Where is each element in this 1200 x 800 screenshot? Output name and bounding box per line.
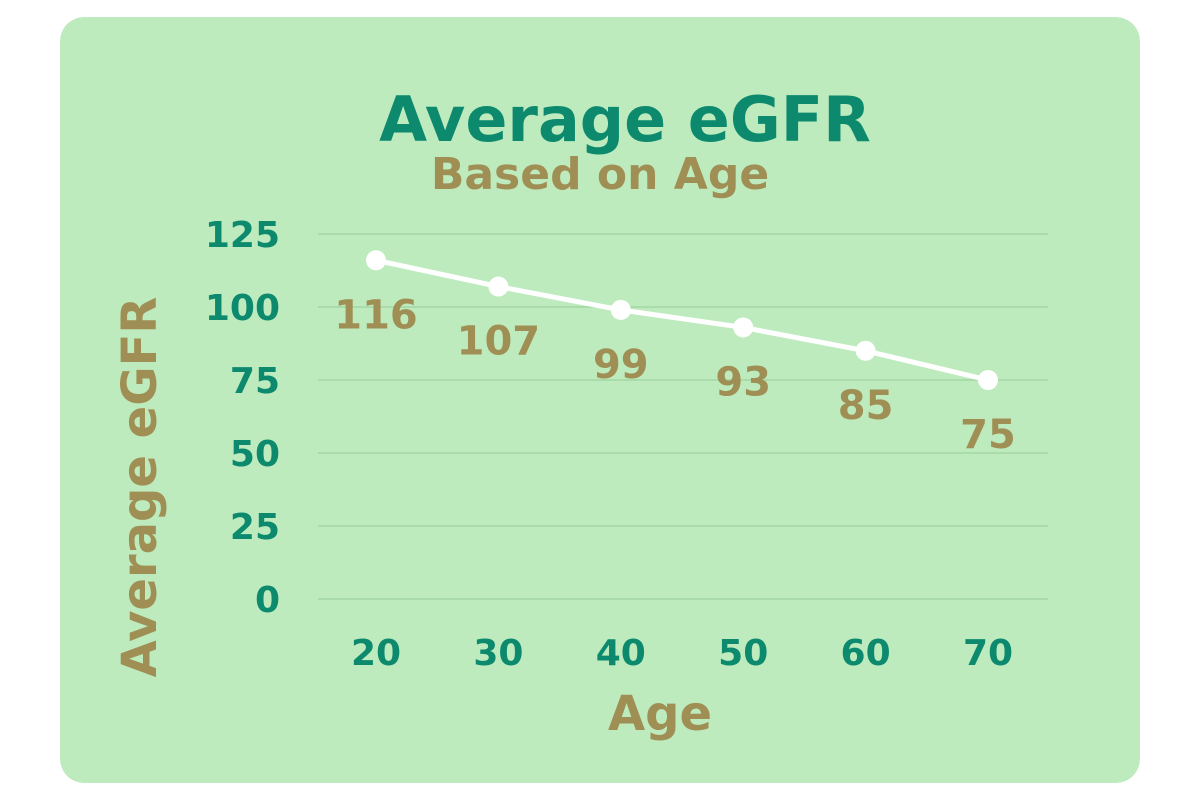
data-point-60 <box>855 340 876 361</box>
chart-background <box>60 17 1140 783</box>
chart-title: Average eGFR <box>379 83 871 156</box>
data-point-20 <box>366 250 386 271</box>
gridlines <box>318 233 1048 600</box>
data-point-30 <box>488 276 509 297</box>
x-axis-label: Age <box>608 686 712 742</box>
y-tick-125: 125 <box>205 215 280 256</box>
x-tick-50: 50 <box>718 633 768 674</box>
data-label-60: 85 <box>838 383 894 429</box>
x-tick-30: 30 <box>473 633 523 674</box>
x-axis-ticks: 20 30 40 50 60 70 <box>351 633 1013 674</box>
x-tick-20: 20 <box>351 633 401 674</box>
data-point-40 <box>610 299 631 320</box>
data-label-20: 116 <box>334 292 418 338</box>
y-axis-ticks: 0 25 50 75 100 125 <box>205 215 280 621</box>
y-tick-50: 50 <box>230 434 280 475</box>
y-axis-label: Average eGFR <box>112 297 168 678</box>
data-label-30: 107 <box>457 319 541 365</box>
y-tick-100: 100 <box>205 288 280 329</box>
x-tick-70: 70 <box>963 633 1013 674</box>
data-labels: 116 107 99 93 85 75 <box>334 292 1016 458</box>
y-tick-25: 25 <box>230 507 280 548</box>
egfr-line-chart: Average eGFR Based on Age 0255075100125 … <box>60 17 1140 783</box>
y-tick-75: 75 <box>230 361 280 402</box>
data-label-50: 93 <box>715 359 771 405</box>
data-label-40: 99 <box>593 342 649 388</box>
data-point-70 <box>978 370 998 390</box>
data-point-50 <box>733 317 754 338</box>
y-tick-0: 0 <box>255 580 280 621</box>
series-line-0 <box>373 257 991 383</box>
chart-card: Average eGFR Based on Age 0 25 50 75 100 125 … <box>60 17 1140 783</box>
data-label-70: 75 <box>960 412 1016 458</box>
x-tick-60: 60 <box>841 633 891 674</box>
chart-subtitle: Based on Age <box>431 149 769 200</box>
series-eGFR <box>366 250 998 390</box>
x-tick-40: 40 <box>596 633 646 674</box>
